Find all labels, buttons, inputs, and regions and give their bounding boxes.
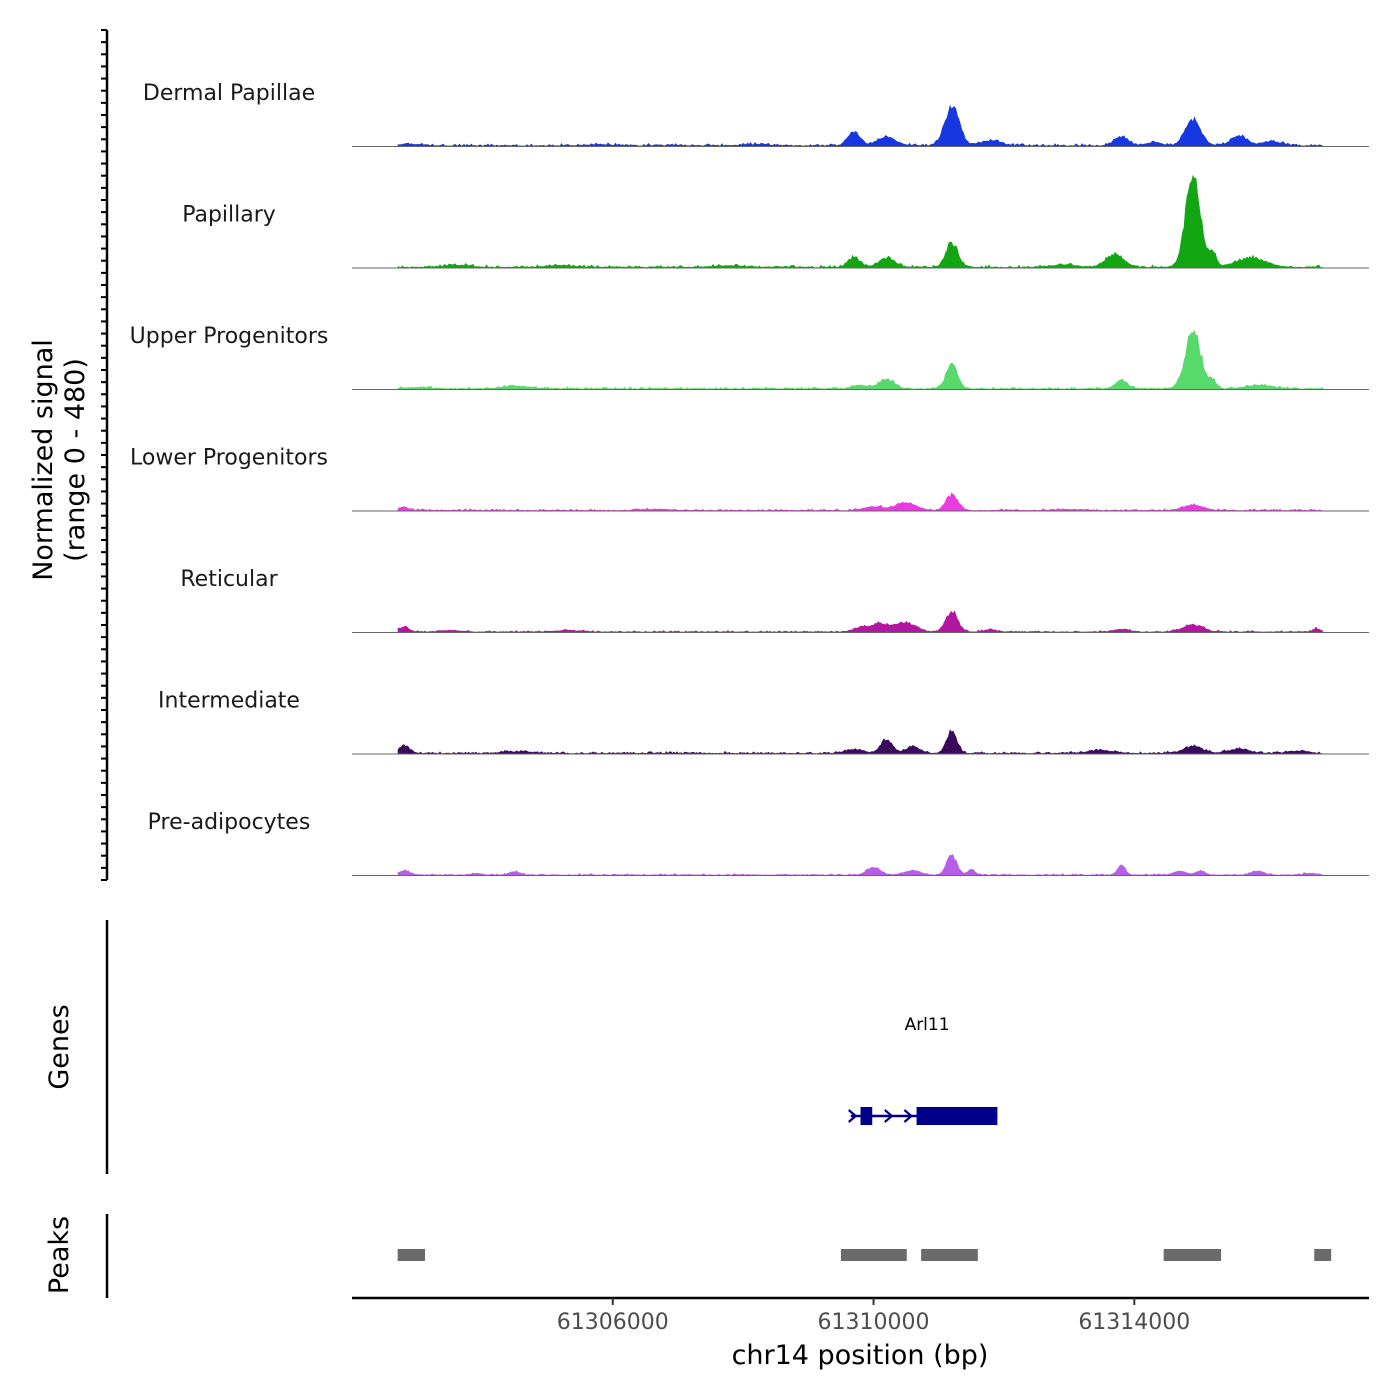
gene-arl11: Arl11 <box>848 1015 998 1125</box>
signal-area-upper-progenitors <box>397 330 1324 390</box>
signal-y-axis <box>101 29 109 881</box>
gene-models: Arl11 <box>848 1015 998 1125</box>
x-axis: 61306000 61310000 61314000 chr14 position … <box>352 1296 1369 1371</box>
peak-region <box>1314 1249 1332 1261</box>
track-reticular: Reticular <box>180 567 1369 633</box>
x-tick-label: 61314000 <box>1078 1310 1190 1335</box>
peaks-track-title: Peaks <box>44 1216 75 1294</box>
x-axis-title: chr14 position (bp) <box>732 1340 989 1371</box>
genes-panel: Genes Arl11 <box>44 920 998 1174</box>
track-dermal-papillae: Dermal Papillae <box>143 81 1369 147</box>
peak-region <box>921 1249 978 1261</box>
track-label-reticular: Reticular <box>180 567 278 592</box>
gene-exon <box>860 1107 873 1125</box>
strand-arrow <box>864 1109 874 1123</box>
gene-label-arl11: Arl11 <box>905 1015 950 1035</box>
peak-region <box>397 1249 426 1261</box>
signal-area-pre-adipocytes <box>397 853 1324 876</box>
peaks-panel: Peaks <box>44 1214 1332 1298</box>
y-axis-title-line1: Normalized signal <box>28 339 59 581</box>
peak-region <box>1163 1249 1222 1261</box>
genes-track-title: Genes <box>44 1004 75 1089</box>
track-pre-adipocytes: Pre-adipocytes <box>148 810 1369 876</box>
track-lower-progenitors: Lower Progenitors <box>130 446 1369 512</box>
signal-tracks: Dermal Papillae Papillary Upper Progenitor… <box>130 81 1369 876</box>
signal-area-reticular <box>397 610 1324 633</box>
track-papillary: Papillary <box>182 174 1369 269</box>
track-label-lower-progenitors: Lower Progenitors <box>130 446 328 471</box>
track-intermediate: Intermediate <box>158 689 1369 755</box>
track-label-dermal-papillae: Dermal Papillae <box>143 81 315 106</box>
signal-area-intermediate <box>397 729 1324 755</box>
track-label-papillary: Papillary <box>182 203 276 228</box>
x-tick-label: 61310000 <box>818 1310 930 1335</box>
track-label-upper-progenitors: Upper Progenitors <box>130 324 329 349</box>
peak-region <box>840 1249 907 1261</box>
y-axis-title-line2: (range 0 - 480) <box>60 358 91 562</box>
strand-arrow <box>903 1109 914 1123</box>
track-label-pre-adipocytes: Pre-adipocytes <box>148 810 311 835</box>
peak-regions <box>397 1249 1332 1261</box>
x-ticks: 61306000 61310000 61314000 <box>557 1298 1190 1335</box>
gene-exon <box>916 1107 998 1125</box>
track-upper-progenitors: Upper Progenitors <box>130 324 1369 390</box>
x-tick-label: 61306000 <box>557 1310 669 1335</box>
strand-arrow-start <box>848 1109 858 1123</box>
track-label-intermediate: Intermediate <box>158 689 300 714</box>
signal-axis-ticks <box>101 29 107 881</box>
signal-area-dermal-papillae <box>397 104 1324 147</box>
signal-area-papillary <box>397 174 1325 269</box>
strand-arrow <box>884 1109 894 1123</box>
signal-area-lower-progenitors <box>397 492 1324 512</box>
y-axis-title: Normalized signal (range 0 - 480) <box>28 339 91 581</box>
